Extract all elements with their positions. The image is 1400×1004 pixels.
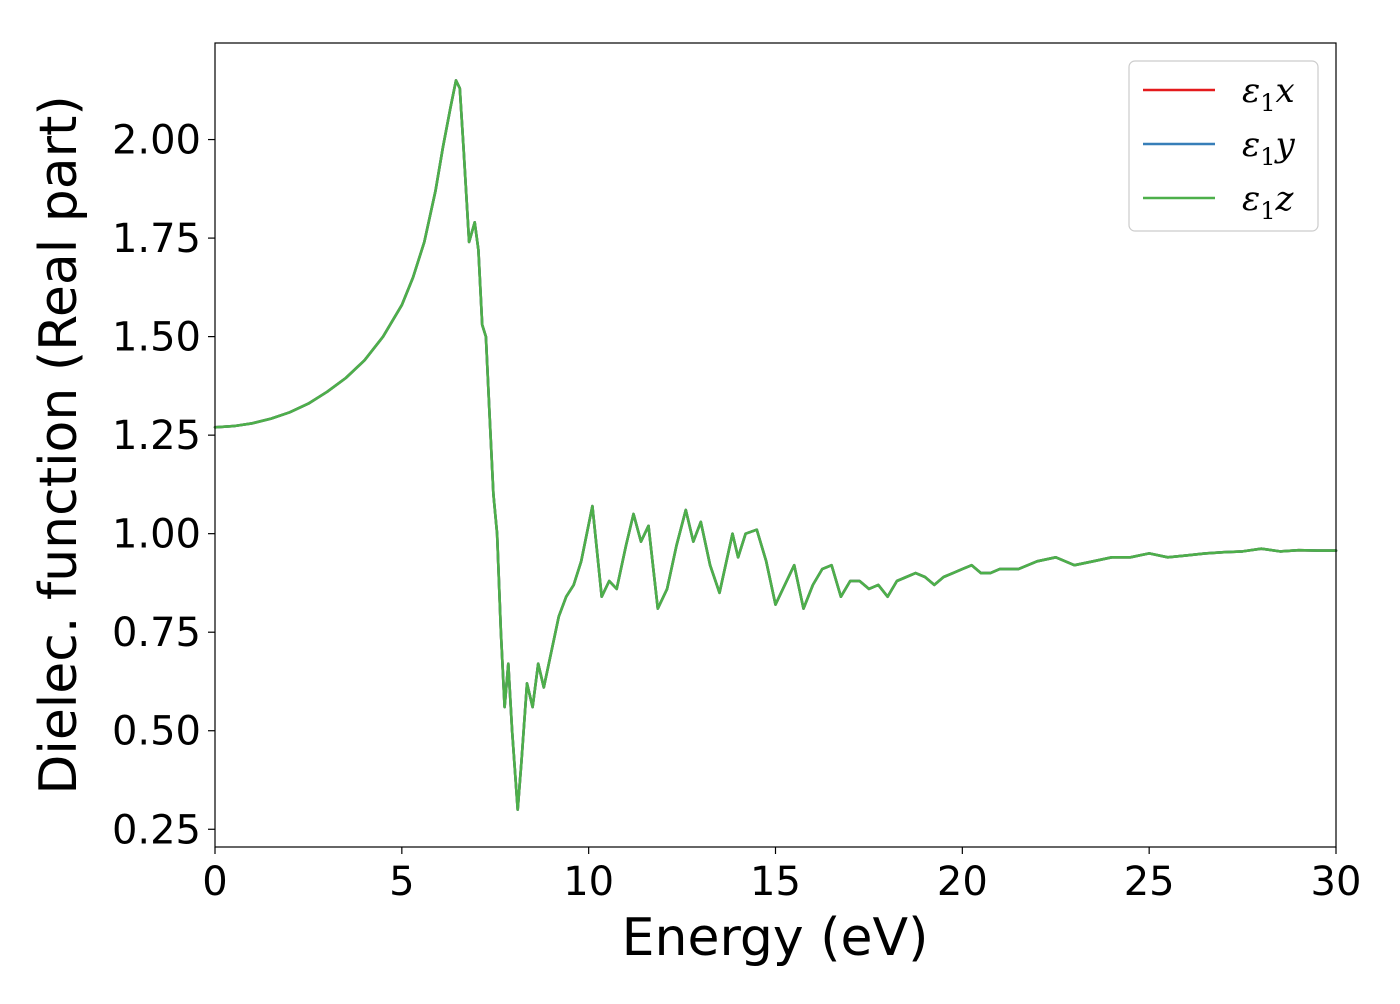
y-axis: 0.25 0.50 0.75 1.00 1.25 1.50 1.75 2.00 <box>112 118 215 853</box>
y-axis-label: Dielec. function (Real part) <box>29 95 89 794</box>
y-tick-label: 0.25 <box>112 807 201 853</box>
y-tick-label: 0.75 <box>112 610 201 656</box>
x-tick-label: 5 <box>389 859 414 905</box>
y-tick-label: 1.50 <box>112 315 201 361</box>
y-tick-label: 1.00 <box>112 512 201 558</box>
x-tick-label: 10 <box>563 859 614 905</box>
legend: ε1x ε1y ε1z <box>1128 60 1319 232</box>
series-line-z <box>213 79 1338 811</box>
x-tick-label: 20 <box>937 859 988 905</box>
y-tick-label: 0.50 <box>112 709 201 755</box>
y-tick-label: 1.75 <box>112 216 201 262</box>
x-axis-label: Energy (eV) <box>622 908 929 968</box>
legend-label-x: ε1x <box>1242 71 1295 117</box>
series-layer <box>213 79 1338 811</box>
x-tick-label: 0 <box>202 859 227 905</box>
x-tick-label: 15 <box>750 859 801 905</box>
legend-box <box>1128 60 1319 232</box>
y-tick-label: 2.00 <box>112 118 201 164</box>
x-tick-label: 30 <box>1311 859 1362 905</box>
legend-label-z: ε1z <box>1242 179 1295 225</box>
y-tick-label: 1.25 <box>112 413 201 459</box>
legend-label-y: ε1y <box>1242 125 1296 171</box>
x-tick-label: 25 <box>1124 859 1175 905</box>
x-axis: 0 5 10 15 20 25 30 <box>202 847 1361 905</box>
